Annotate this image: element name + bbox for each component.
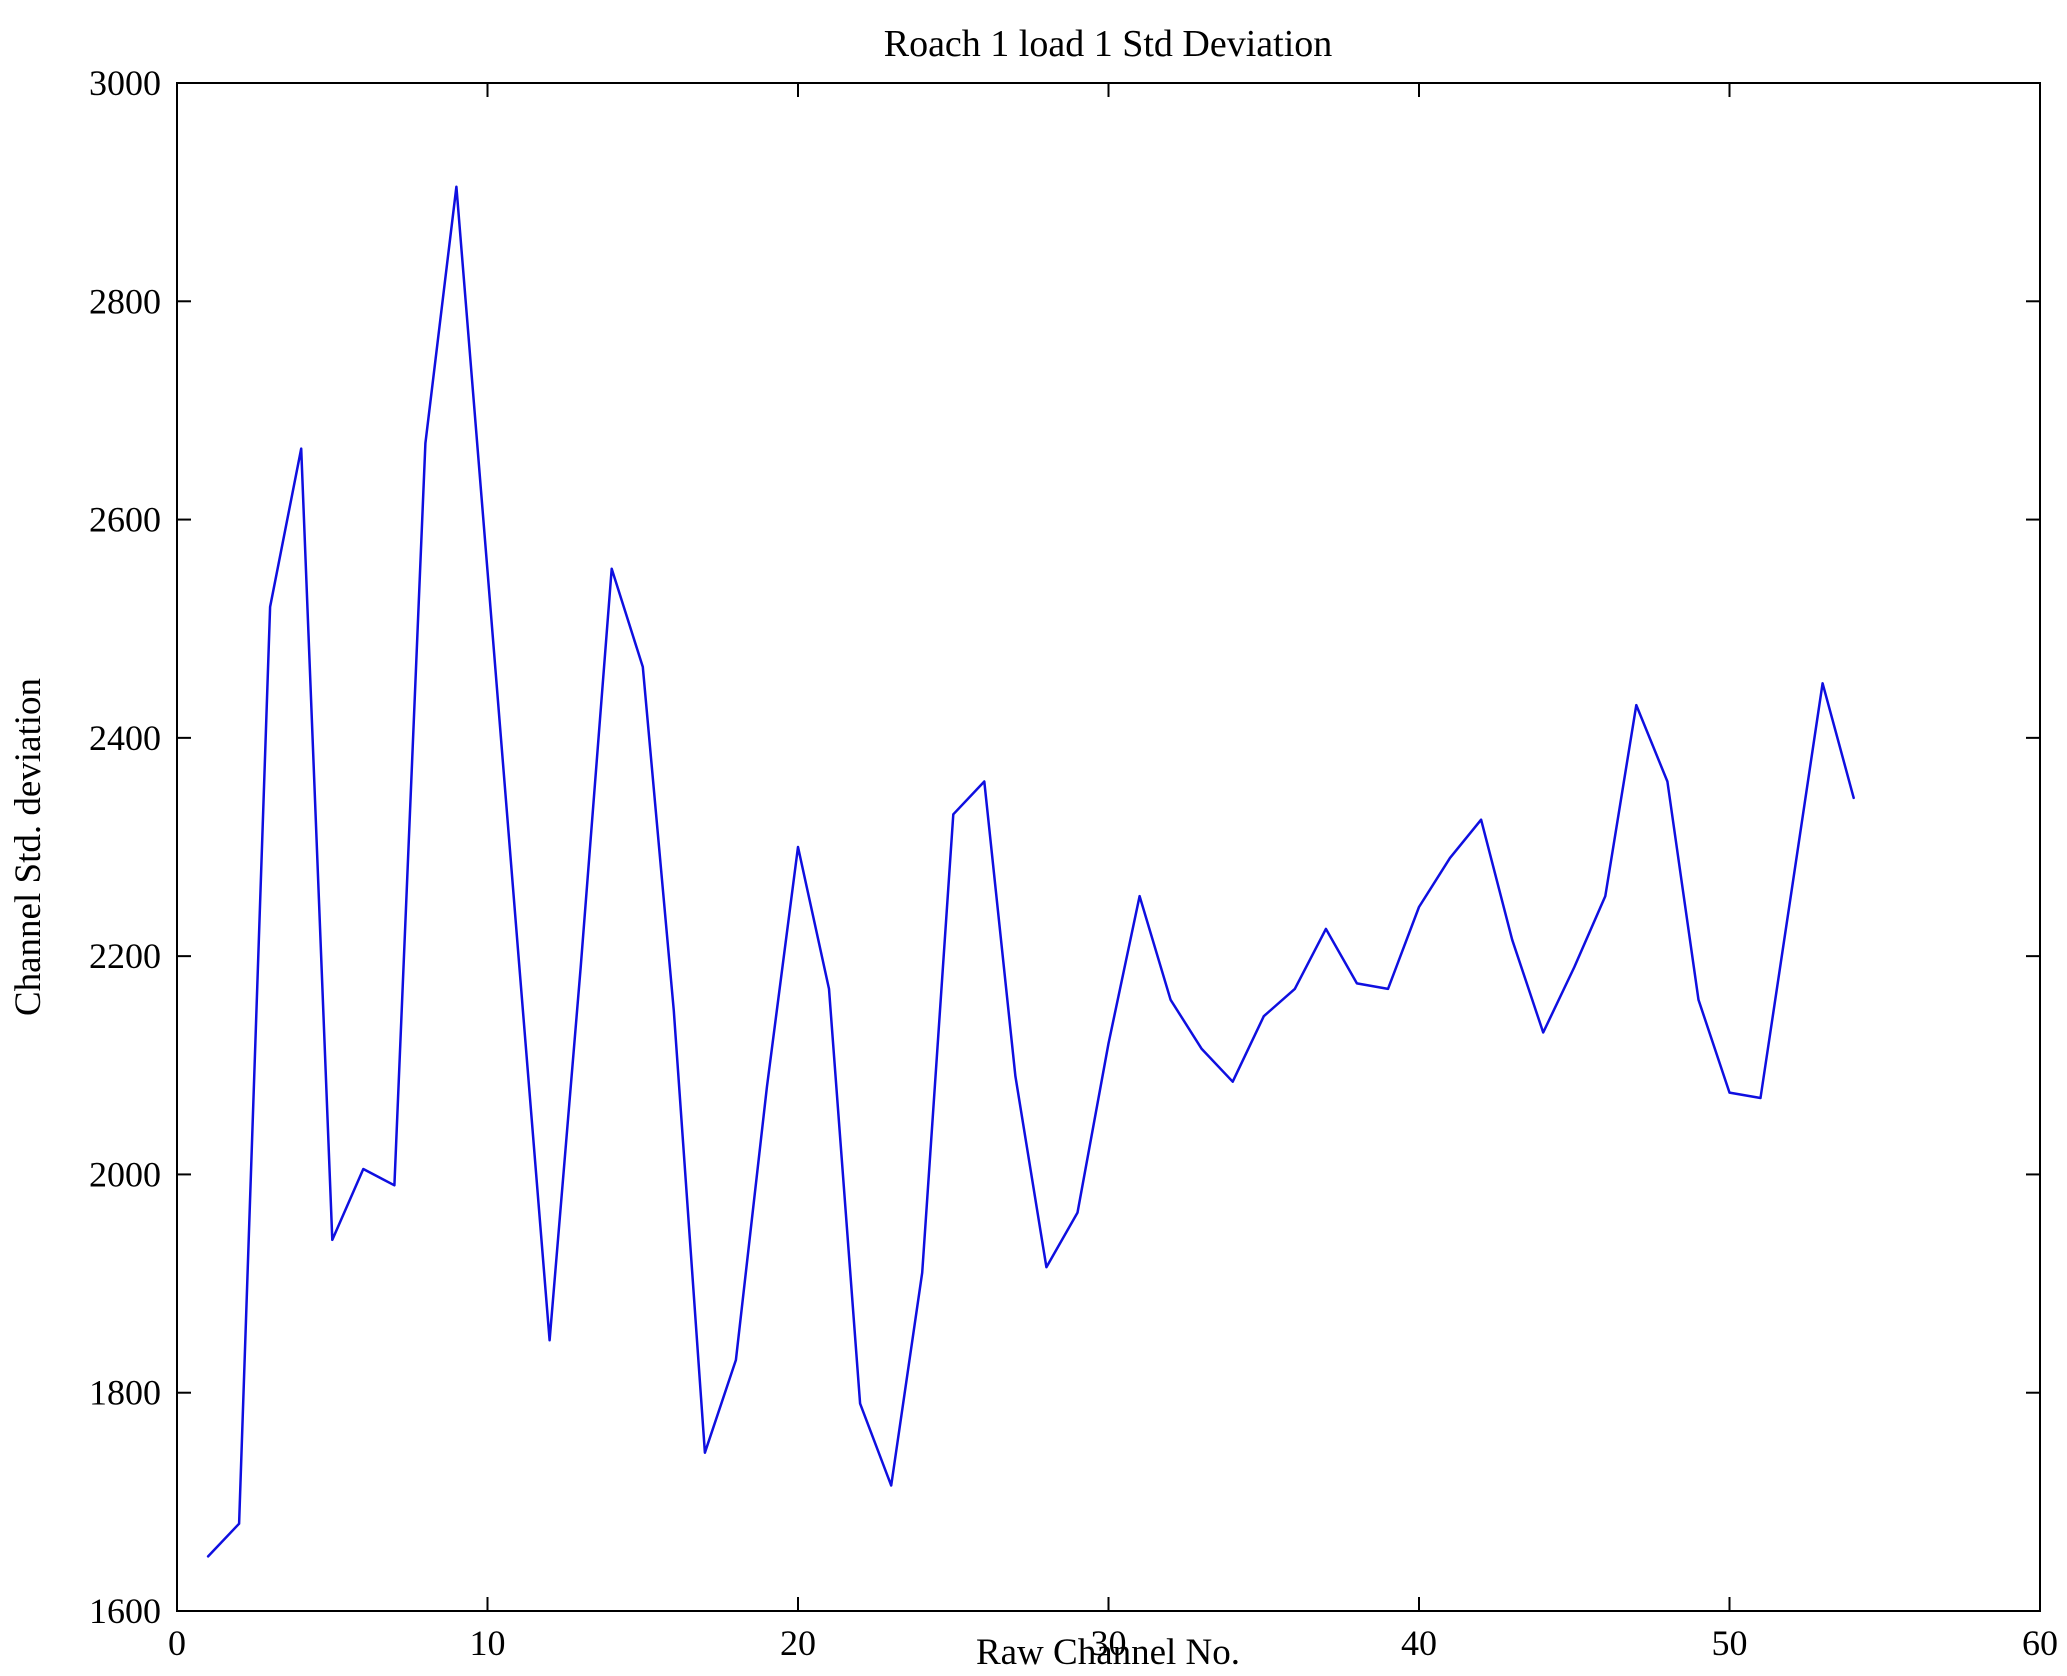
x-tick-label: 10 (470, 1623, 506, 1663)
x-tick-label: 20 (780, 1623, 816, 1663)
y-tick-label: 2800 (89, 281, 161, 321)
x-tick-label: 0 (168, 1623, 186, 1663)
y-tick-label: 1600 (89, 1591, 161, 1631)
y-tick-label: 2600 (89, 500, 161, 540)
x-tick-label: 50 (1712, 1623, 1748, 1663)
chart-title: Roach 1 load 1 Std Deviation (884, 23, 1333, 65)
y-axis-label: Channel Std. deviation (8, 678, 49, 1016)
y-tick-label: 1800 (89, 1373, 161, 1413)
y-tick-label: 2200 (89, 936, 161, 976)
plot-area (176, 82, 2041, 1612)
y-tick-label: 2400 (89, 718, 161, 758)
x-tick-label: 30 (1091, 1623, 1127, 1663)
y-tick-label: 2000 (89, 1154, 161, 1194)
tick-labels: 0 10 20 30 40 50 60 1600 1800 2000 2200 2400 2600 280… (89, 63, 2058, 1663)
x-tick-label: 40 (1401, 1623, 1437, 1663)
data-line (206, 185, 1855, 1558)
y-tick-label: 3000 (89, 63, 161, 103)
tick-marks (176, 82, 2041, 1612)
x-tick-label: 60 (2022, 1623, 2058, 1663)
x-axis-label: Raw Channel No. (976, 1632, 1240, 1671)
